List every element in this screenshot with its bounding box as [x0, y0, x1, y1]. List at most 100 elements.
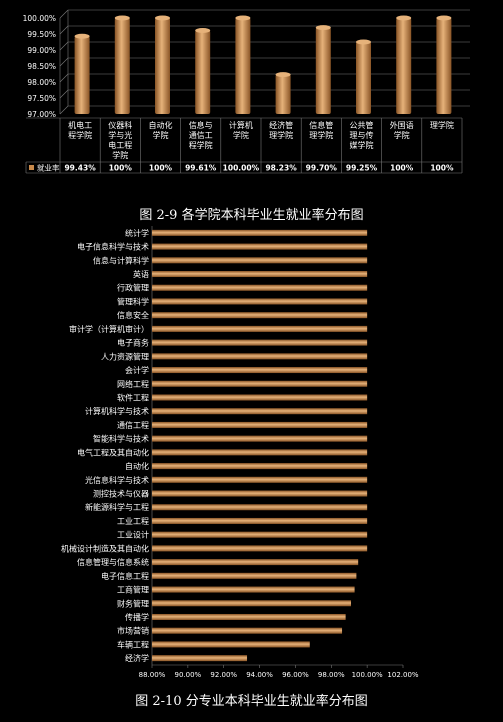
y-category-label: 会计学: [125, 365, 149, 375]
bar-cap: [235, 15, 251, 21]
y-tick-label: 98.50%: [27, 62, 56, 71]
gridline-slant: [59, 9, 69, 19]
bar-cap: [436, 15, 452, 21]
bar: [114, 18, 130, 114]
gridline-slant: [59, 73, 69, 83]
y-category-label: 光信息科学与技术: [85, 475, 149, 485]
bar: [152, 353, 368, 360]
figure-2-10-caption: 图 2-10 分专业本科毕业生就业率分布图: [135, 694, 368, 709]
x-category-label: 理学院: [430, 120, 454, 130]
y-tick-label: 99.00%: [27, 46, 56, 55]
bar: [152, 504, 368, 511]
legend-swatch: [29, 165, 34, 170]
bar: [152, 339, 368, 346]
y-category-label: 网络工程: [117, 379, 149, 389]
y-category-label: 电子商务: [117, 338, 149, 348]
legend-label: 就业率: [37, 163, 60, 173]
bar: [152, 284, 368, 291]
y-category-label: 测控技术与仪器: [93, 489, 149, 499]
x-category-label: 经济管理学院: [269, 120, 293, 140]
x-category-label: 自动化学院: [149, 120, 173, 140]
y-category-label: 财务管理: [117, 598, 149, 608]
y-tick-label: 97.50%: [27, 94, 56, 103]
data-label: 99.25%: [346, 164, 378, 173]
data-label: 100.00%: [223, 164, 260, 173]
bar: [152, 271, 368, 278]
bar: [436, 18, 452, 114]
bar-cap: [195, 27, 211, 33]
x-category-label: 公共管理与传媒学院: [350, 120, 374, 150]
x-category-label: 计算机学院: [229, 120, 253, 140]
data-label: 99.61%: [185, 164, 217, 173]
bar: [152, 380, 368, 387]
bar-cap: [315, 25, 331, 31]
y-tick-label: 100.00%: [23, 14, 56, 23]
bar-cap: [155, 15, 170, 21]
y-category-label: 电子信息工程: [101, 571, 149, 581]
bar: [152, 572, 357, 579]
data-label: 99.43%: [64, 164, 96, 173]
figure-2-9-caption: 图 2-9 各学院本科毕业生就业率分布图: [139, 208, 364, 223]
x-tick-label: 100.00%: [352, 671, 383, 679]
x-tick-label: 96.00%: [282, 671, 309, 679]
data-label: 100%: [109, 164, 133, 173]
y-category-label: 传播学: [125, 612, 149, 622]
bar: [152, 367, 368, 374]
bar: [275, 74, 291, 114]
college-employment-chart: 97.00% 97.50% 98.00% 98.50% 99.00% 99.50% 100.…: [23, 9, 470, 174]
gridline-slant: [59, 57, 69, 67]
y-tick-label: 97.00%: [27, 110, 56, 119]
y-category-label: 市场营销: [117, 626, 149, 636]
y-tick-label: 98.00%: [27, 78, 56, 87]
bar-cap: [114, 15, 130, 21]
gridline-slant: [59, 89, 69, 99]
bar-cap: [275, 72, 291, 78]
bar: [152, 408, 368, 415]
y-category-label: 审计学（计算机审计）: [69, 324, 149, 334]
bar: [152, 257, 368, 264]
bar-cap: [396, 15, 412, 21]
y-tick-label: 99.50%: [27, 30, 56, 39]
bar: [152, 613, 346, 620]
x-tick-label: 102.00%: [387, 671, 418, 679]
bar: [152, 586, 355, 593]
y-category-label: 信息管理与信息系统: [77, 557, 149, 567]
bar: [152, 421, 368, 428]
y-category-label: 信息与计算科学: [93, 255, 149, 265]
bar: [315, 27, 331, 115]
bar: [152, 394, 368, 401]
bar: [152, 229, 368, 236]
data-label: 100%: [430, 164, 454, 173]
bar: [152, 449, 368, 456]
bar: [152, 435, 368, 442]
bar: [152, 517, 368, 524]
y-category-label: 统计学: [125, 228, 149, 238]
x-category-label: 外国语学院: [390, 120, 414, 140]
y-category-label: 机械设计制造及其自动化: [61, 543, 149, 553]
y-category-label: 电子信息科学与技术: [77, 242, 149, 252]
x-category-label: 信息管理学院: [309, 120, 333, 140]
y-category-label: 工业设计: [117, 530, 149, 540]
y-category-label: 电气工程及其自动化: [77, 447, 149, 457]
bar-cap: [356, 39, 371, 45]
bar: [235, 18, 251, 114]
bar: [152, 476, 368, 483]
y-category-label: 工业工程: [117, 516, 149, 526]
y-category-label: 通信工程: [117, 420, 149, 430]
data-label: 99.70%: [306, 164, 338, 173]
bar: [74, 36, 90, 114]
bar: [155, 18, 170, 114]
bar-cap: [74, 33, 90, 39]
y-category-label: 人力资源管理: [101, 351, 149, 361]
bar: [152, 243, 368, 250]
y-category-label: 英语: [133, 269, 149, 279]
y-category-label: 软件工程: [117, 392, 149, 402]
x-category-label: 仪器科学与光电工程学院: [108, 120, 132, 160]
y-category-label: 计算机科学与技术: [85, 406, 149, 416]
bar: [396, 18, 412, 114]
data-label: 100%: [390, 164, 414, 173]
x-tick-label: 88.00%: [139, 671, 166, 679]
bar: [152, 325, 368, 332]
x-tick-label: 90.00%: [175, 671, 202, 679]
gridline-slant: [59, 25, 69, 35]
